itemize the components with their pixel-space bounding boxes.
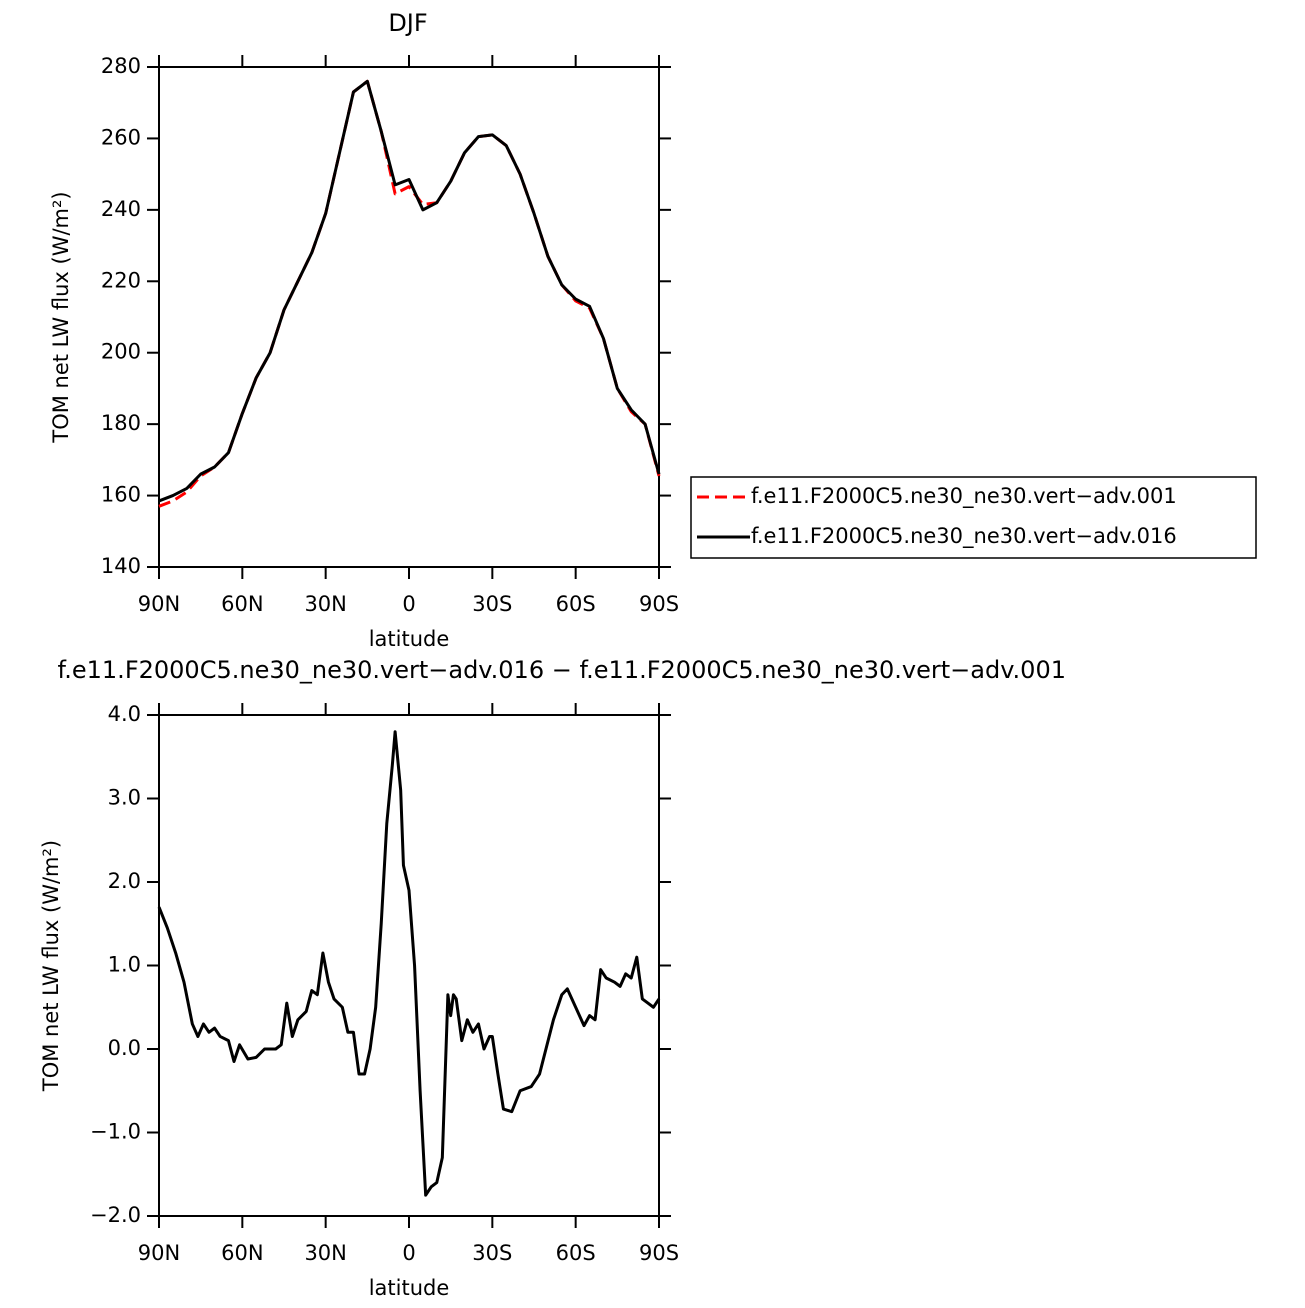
x-tick-label: 60S — [556, 592, 596, 616]
plot-frame — [158, 714, 660, 1217]
x-tick-label: 60N — [221, 592, 263, 616]
data-line — [157, 730, 661, 1197]
plot-frame — [158, 66, 660, 568]
y-axis-label: TOM net LW flux (W/m²) — [39, 840, 63, 1092]
y-tick-label: 0.0 — [108, 1036, 141, 1060]
x-tick-label: 30S — [472, 592, 512, 616]
data-line — [158, 79, 661, 503]
x-tick-label: 60S — [556, 1241, 596, 1265]
data-line — [158, 79, 661, 508]
y-tick-label: 2.0 — [108, 869, 141, 893]
x-tick-label: 0 — [402, 592, 415, 616]
y-tick-label: 260 — [101, 125, 141, 149]
y-axis-label: TOM net LW flux (W/m²) — [49, 191, 73, 443]
legend-label: f.e11.F2000C5.ne30_ne30.vert−adv.016 — [751, 524, 1177, 549]
x-axis-label: latitude — [369, 1276, 450, 1300]
y-tick-label: −1.0 — [90, 1120, 141, 1144]
x-tick-label: 60N — [221, 1241, 263, 1265]
y-tick-label: 180 — [101, 411, 141, 435]
x-tick-label: 90N — [138, 592, 180, 616]
x-axis-label: latitude — [369, 627, 450, 651]
y-tick-label: 140 — [101, 554, 141, 578]
x-tick-label: 90S — [639, 592, 679, 616]
chart-title: f.e11.F2000C5.ne30_ne30.vert−adv.016 − f… — [58, 656, 1066, 684]
y-tick-label: 220 — [101, 268, 141, 292]
y-tick-label: 1.0 — [108, 953, 141, 977]
x-tick-label: 30S — [472, 1241, 512, 1265]
y-tick-label: 3.0 — [108, 786, 141, 810]
chart-title: DJF — [388, 9, 427, 37]
legend-box — [690, 476, 1257, 559]
x-tick-label: 30N — [304, 1241, 346, 1265]
x-tick-label: 90N — [138, 1241, 180, 1265]
y-tick-label: 240 — [101, 197, 141, 221]
y-tick-label: 200 — [101, 340, 141, 364]
y-tick-label: −2.0 — [90, 1203, 141, 1227]
y-tick-label: 280 — [101, 54, 141, 78]
legend-label: f.e11.F2000C5.ne30_ne30.vert−adv.001 — [751, 484, 1177, 509]
x-tick-label: 90S — [639, 1241, 679, 1265]
x-tick-label: 30N — [304, 592, 346, 616]
y-tick-label: 160 — [101, 483, 141, 507]
y-tick-label: 4.0 — [108, 702, 141, 726]
x-tick-label: 0 — [402, 1241, 415, 1265]
